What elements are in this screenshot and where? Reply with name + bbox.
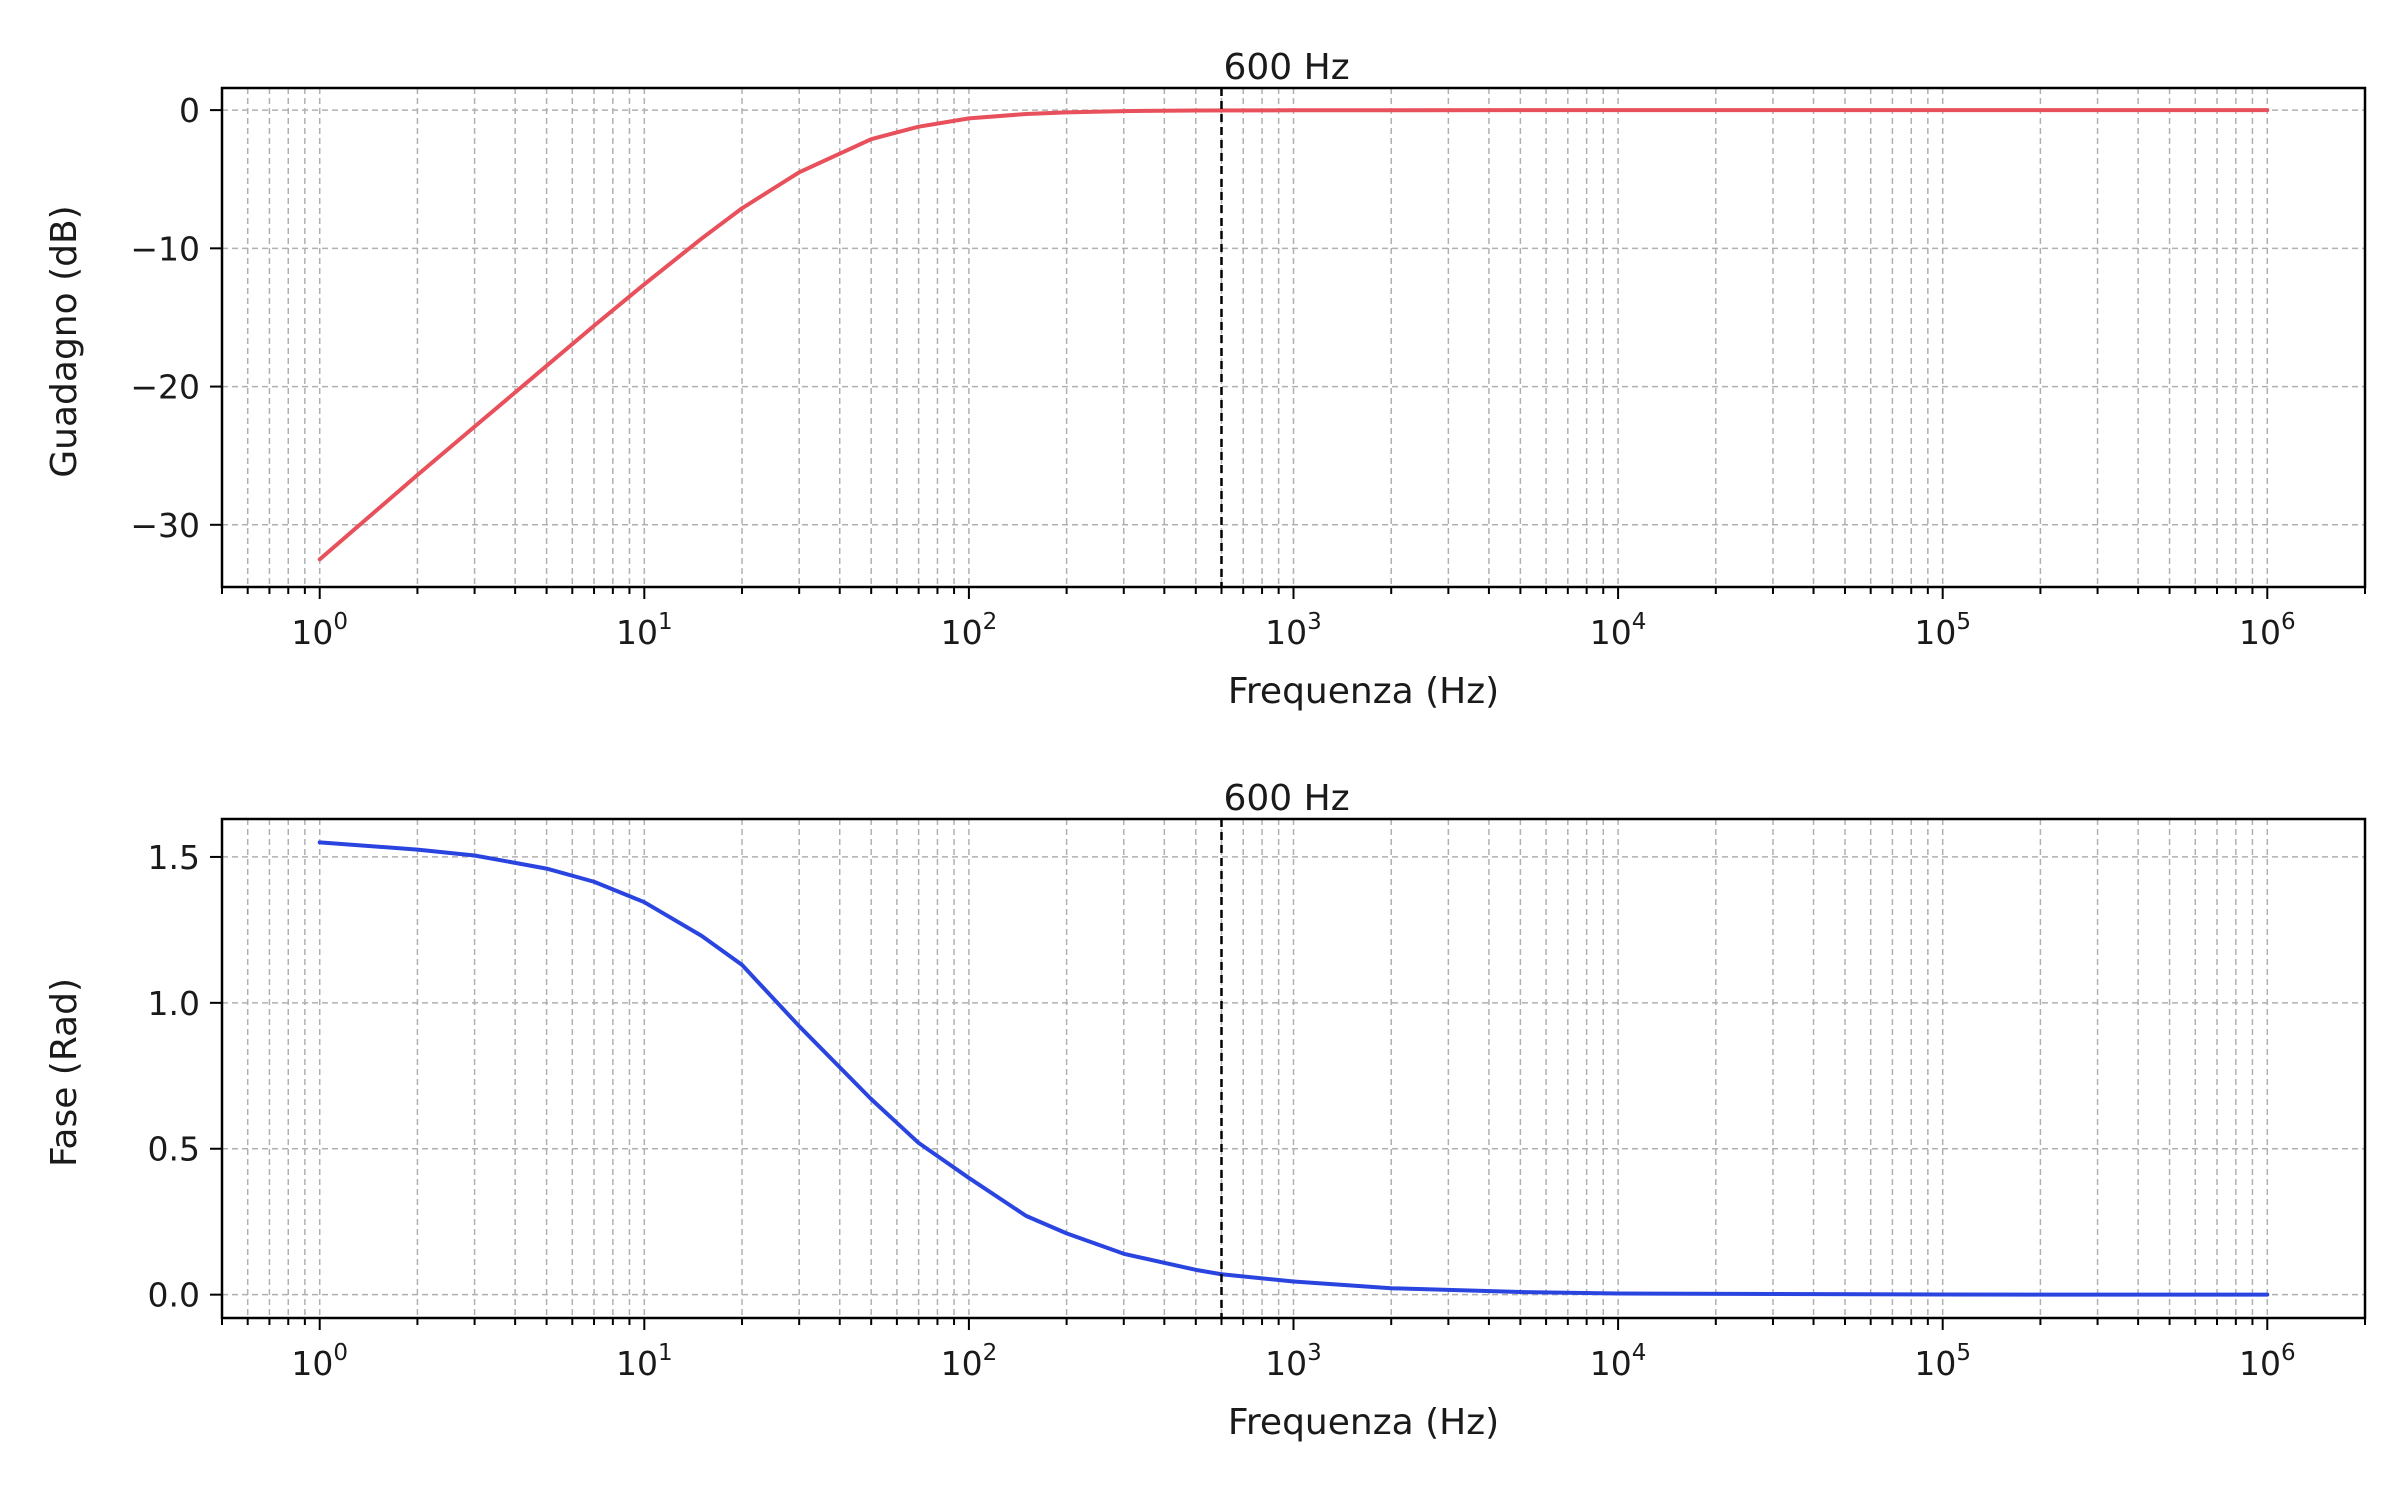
x-tick-label: 103 — [1265, 609, 1322, 652]
x-tick-base: 10 — [1590, 1344, 1632, 1383]
x-tick-base: 10 — [291, 613, 333, 652]
grid-lines — [221, 88, 2366, 587]
y-tick-label: −10 — [130, 229, 200, 268]
series-line — [317, 840, 2270, 1297]
x-tick-exponent: 5 — [1956, 1340, 1971, 1366]
x-tick-base: 10 — [616, 1344, 658, 1383]
x-tick-base: 10 — [2239, 1344, 2281, 1383]
x-tick-exponent: 6 — [2281, 609, 2296, 635]
x-tick-base: 10 — [1914, 1344, 1956, 1383]
x-tick-base: 10 — [941, 1344, 983, 1383]
x-tick-exponent: 3 — [1307, 1340, 1322, 1366]
y-tick-label: 1.5 — [148, 838, 200, 877]
x-axis-label: Frequenza (Hz) — [1228, 1402, 1499, 1443]
x-tick-exponent: 2 — [983, 1340, 998, 1366]
y-tick-label: −30 — [130, 506, 200, 545]
x-tick-exponent: 3 — [1307, 609, 1322, 635]
x-tick-label: 103 — [1265, 1340, 1322, 1383]
y-tick-label: 0.0 — [148, 1276, 200, 1315]
y-tick-label: 0.5 — [148, 1130, 200, 1169]
x-tick-exponent: 4 — [1632, 609, 1647, 635]
x-tick-base: 10 — [1265, 1344, 1307, 1383]
x-tick-label: 104 — [1590, 609, 1647, 652]
x-tick-label: 104 — [1590, 1340, 1647, 1383]
y-axis-label: Fase (Rad) — [44, 978, 85, 1167]
x-tick-label: 106 — [2239, 609, 2296, 652]
x-tick-exponent: 4 — [1632, 1340, 1647, 1366]
x-tick-exponent: 0 — [333, 609, 348, 635]
marker-label: 600 Hz — [1223, 778, 1349, 819]
x-tick-exponent: 0 — [333, 1340, 348, 1366]
x-tick-exponent: 2 — [983, 609, 998, 635]
x-tick-base: 10 — [941, 613, 983, 652]
x-tick-base: 10 — [291, 1344, 333, 1383]
x-tick-exponent: 5 — [1956, 609, 1971, 635]
grid-lines — [221, 819, 2366, 1318]
x-tick-label: 105 — [1914, 1340, 1971, 1383]
x-axis-label: Frequenza (Hz) — [1228, 671, 1499, 712]
x-tick-label: 102 — [941, 1340, 998, 1383]
x-tick-exponent: 1 — [658, 1340, 673, 1366]
x-tick-exponent: 6 — [2281, 1340, 2296, 1366]
y-axis-label: Guadagno (dB) — [44, 205, 85, 477]
x-tick-label: 102 — [941, 609, 998, 652]
y-tick-label: 1.0 — [148, 984, 200, 1023]
x-tick-label: 100 — [291, 609, 348, 652]
x-tick-base: 10 — [1590, 613, 1632, 652]
y-tick-label: −20 — [130, 368, 200, 407]
marker-label: 600 Hz — [1223, 47, 1349, 88]
x-tick-label: 105 — [1914, 609, 1971, 652]
x-tick-base: 10 — [1265, 613, 1307, 652]
x-tick-base: 10 — [2239, 613, 2281, 652]
y-tick-label: 0 — [179, 91, 200, 130]
x-tick-base: 10 — [616, 613, 658, 652]
x-tick-label: 100 — [291, 1340, 348, 1383]
x-tick-label: 106 — [2239, 1340, 2296, 1383]
x-tick-exponent: 1 — [658, 609, 673, 635]
x-tick-label: 101 — [616, 609, 673, 652]
x-tick-base: 10 — [1914, 613, 1956, 652]
series-line — [317, 108, 2270, 562]
x-tick-label: 101 — [616, 1340, 673, 1383]
